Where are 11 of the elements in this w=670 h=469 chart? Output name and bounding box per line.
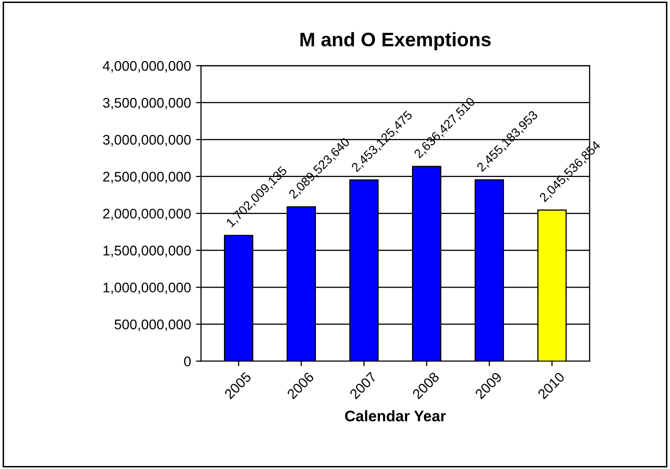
y-tick-label: 3,500,000,000: [102, 98, 191, 110]
y-tick-label: 500,000,000: [114, 320, 191, 332]
x-axis-title: Calendar Year: [345, 410, 446, 422]
y-tick-label: 0: [184, 356, 191, 366]
y-tick-label: 2,500,000,000: [103, 172, 191, 184]
y-tick-label: 2,000,000,000: [103, 208, 191, 220]
y-tick-label: 1,000,000,000: [104, 282, 191, 294]
y-tick-label: 3,000,000,000: [102, 134, 191, 146]
y-tick-label: 1,500,000,000: [104, 246, 191, 258]
chart-title: M and O Exemptions: [300, 32, 491, 50]
y-tick-label: 4,000,000,000: [102, 60, 191, 72]
